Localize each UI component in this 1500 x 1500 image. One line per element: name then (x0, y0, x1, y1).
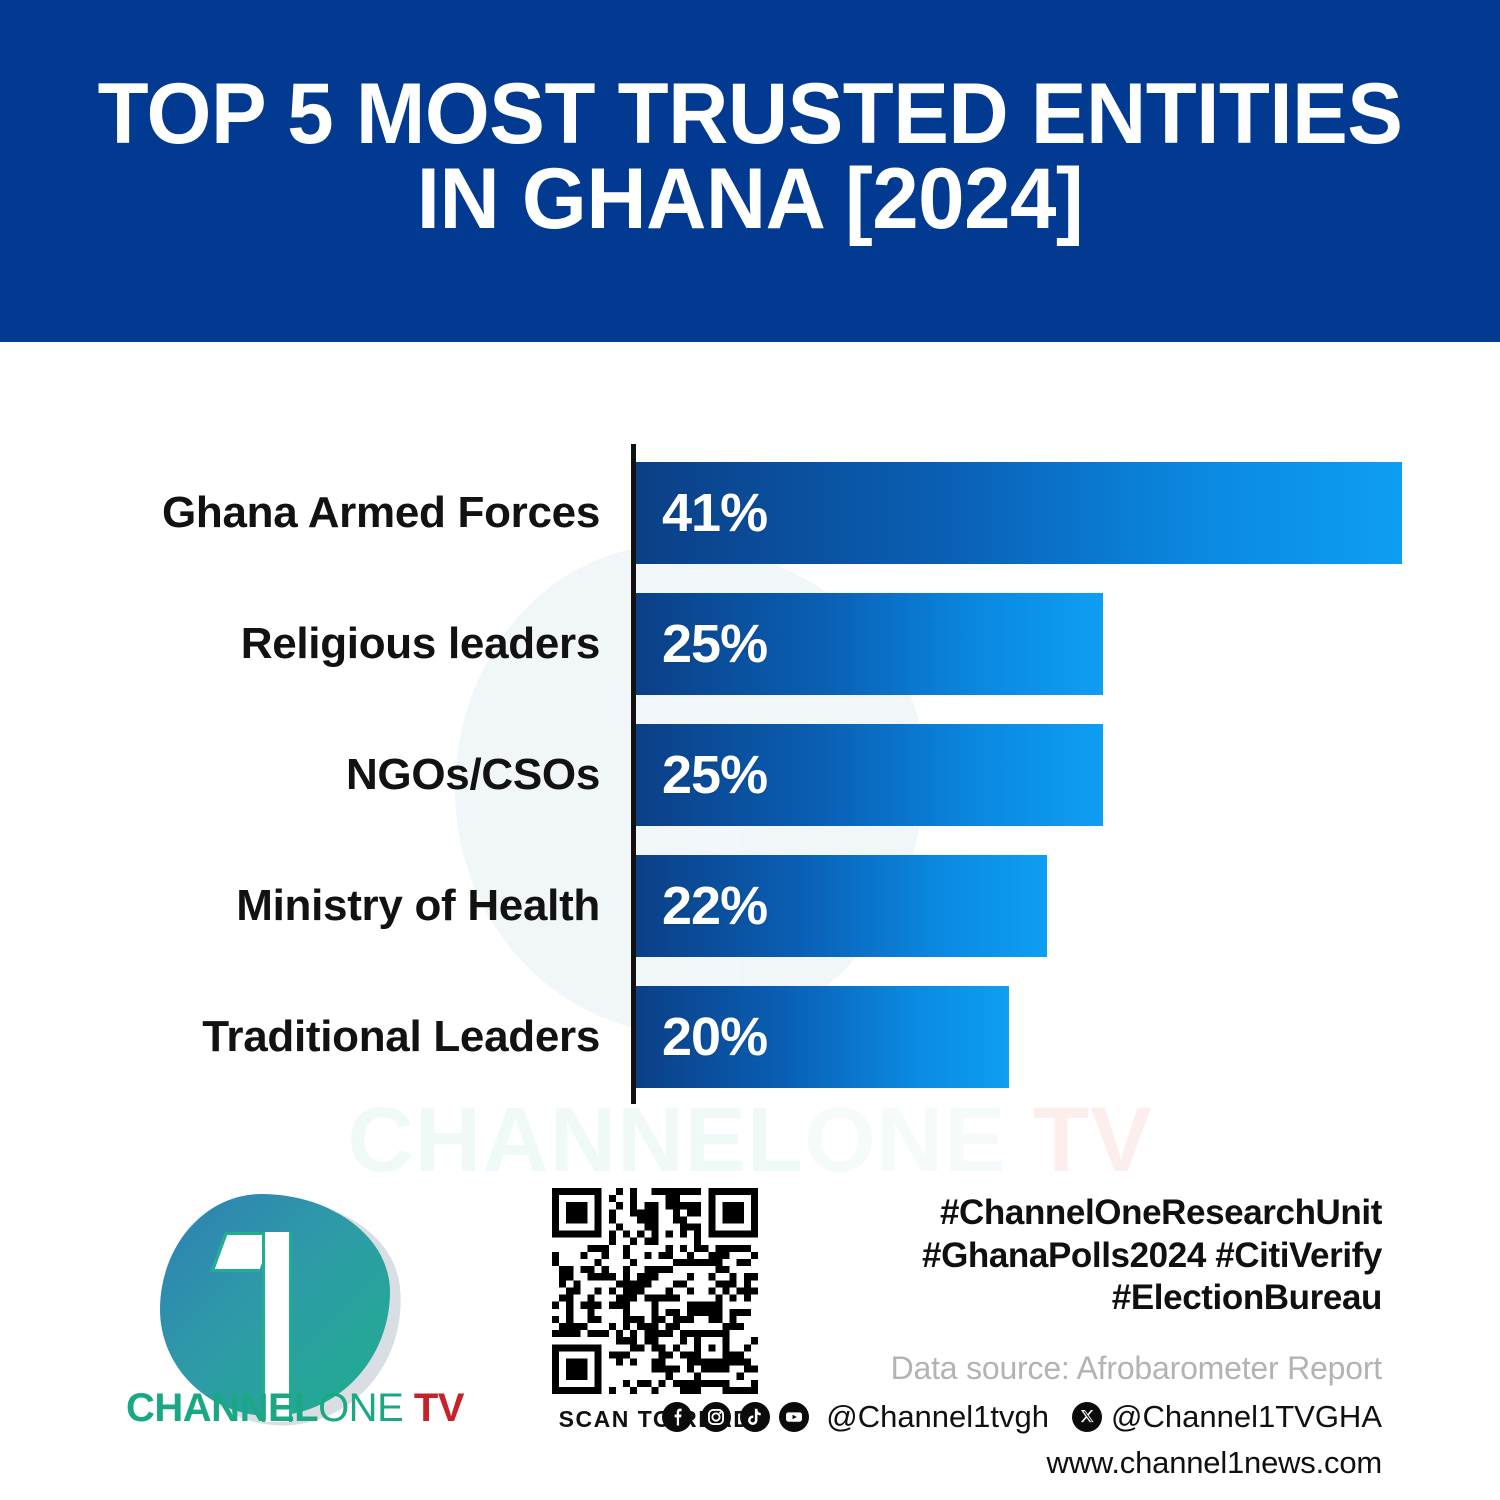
chart-row: Religious leaders 25% (0, 593, 1500, 695)
watermark-text-one: ONE (804, 1089, 1007, 1191)
chart-bar: 25% (636, 724, 1103, 826)
facebook-icon[interactable] (662, 1402, 693, 1433)
category-label: Ghana Armed Forces (162, 488, 600, 537)
social-handle-primary[interactable]: @Channel1tvgh (826, 1399, 1050, 1435)
x-twitter-icon[interactable] (1072, 1402, 1103, 1433)
header-banner: TOP 5 MOST TRUSTED ENTITIES IN GHANA [20… (0, 0, 1500, 342)
footer-text-block: #ChannelOneResearchUnit #GhanaPolls2024 … (662, 1192, 1383, 1481)
chart-row: Ministry of Health 22% (0, 855, 1500, 957)
chart-axis-line (631, 444, 636, 1104)
category-label: Ministry of Health (236, 881, 600, 930)
chart-bar: 25% (636, 593, 1103, 695)
watermark-brand-text: CHANNELONE TV (0, 1088, 1500, 1193)
logo-word-tv: TV (403, 1386, 465, 1430)
channel-one-logo: CHANNELONE TV (120, 1188, 470, 1440)
page-title: TOP 5 MOST TRUSTED ENTITIES IN GHANA [20… (97, 66, 1403, 248)
logo-wordmark: CHANNELONE TV (120, 1386, 470, 1431)
hashtags: #ChannelOneResearchUnit #GhanaPolls2024 … (922, 1193, 1382, 1318)
watermark-text-tv: TV (1006, 1089, 1153, 1191)
category-label: Traditional Leaders (202, 1012, 600, 1061)
qr-caption: SCAN TO READ (558, 1406, 752, 1432)
qr-code-block[interactable]: SCAN TO READ (545, 1188, 765, 1433)
chart-bar: 20% (636, 986, 1009, 1088)
data-source-note: Data source: Afrobarometer Report (890, 1350, 1383, 1387)
bar-value-label: 22% (662, 876, 768, 936)
youtube-icon[interactable] (779, 1402, 810, 1433)
social-handles-row: @Channel1tvgh @Channel1TVGHA (662, 1399, 1382, 1435)
bar-value-label: 25% (662, 614, 768, 674)
chart-row: Traditional Leaders 20% (0, 986, 1500, 1088)
bar-value-label: 41% (662, 483, 768, 543)
category-label: NGOs/CSOs (345, 750, 600, 799)
chart-bar: 41% (636, 462, 1402, 564)
qr-code-image[interactable] (552, 1188, 758, 1394)
bar-value-label: 20% (662, 1007, 768, 1067)
social-handle-x[interactable]: @Channel1TVGHA (1111, 1399, 1382, 1435)
logo-numeral-one-icon (210, 1232, 320, 1422)
watermark-text-channel: CHANNEL (347, 1089, 805, 1191)
logo-word-channel: CHANNEL (126, 1386, 319, 1430)
category-label: Religious leaders (240, 619, 601, 668)
chart-row: NGOs/CSOs 25% (0, 724, 1500, 826)
logo-word-one: ONE (318, 1386, 404, 1430)
website-url[interactable]: www.channel1news.com (1046, 1445, 1383, 1481)
footer: CHANNELONE TV SCAN TO READ #ChannelOneRe… (0, 1180, 1500, 1500)
instagram-icon[interactable] (701, 1402, 732, 1433)
tiktok-icon[interactable] (740, 1402, 771, 1433)
bar-value-label: 25% (662, 745, 768, 805)
chart-bar: 22% (636, 855, 1047, 957)
chart-row: Ghana Armed Forces 41% (0, 462, 1500, 564)
